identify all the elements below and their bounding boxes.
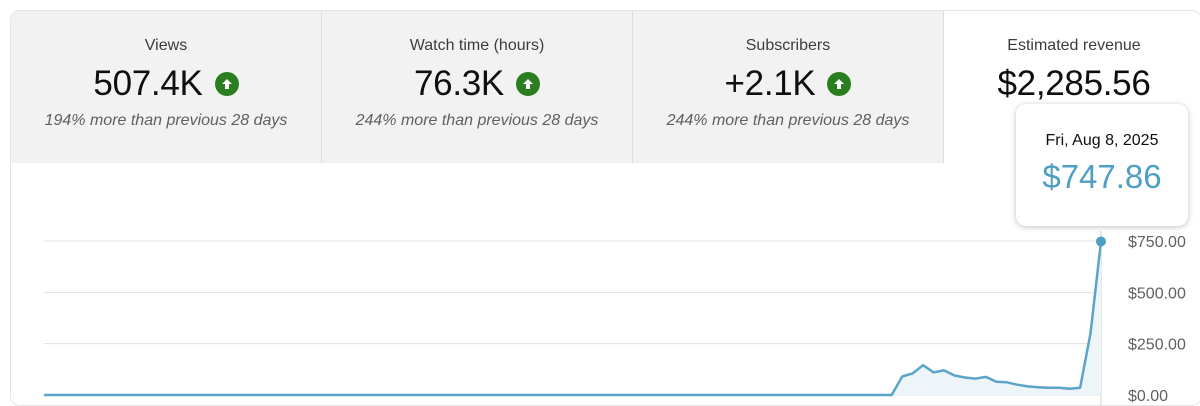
arrow-up-icon [827, 72, 852, 96]
y-tick-label: $250.00 [1128, 337, 1186, 354]
tooltip-value: $747.86 [1042, 158, 1162, 195]
analytics-panel: $0.00 $250.00 $500.00 $750.00 Views 507.4K … [10, 10, 1200, 406]
highlighted-point [1096, 236, 1106, 247]
y-tick-label: $750.00 [1128, 234, 1186, 251]
metric-comparison: 244% more than previous 28 days [355, 112, 599, 129]
metric-title: Subscribers [745, 37, 831, 54]
metric-value: +2.1K [724, 64, 816, 103]
metric-title: Watch time (hours) [409, 37, 545, 54]
arrow-up-icon [214, 72, 239, 96]
metric-cards: Views 507.4K 194% more than previous 28 … [11, 11, 1200, 163]
metric-value: 507.4K [93, 64, 203, 103]
metric-card-subscribers[interactable]: Subscribers +2.1K 244% more than previou… [633, 11, 944, 163]
metric-value: 76.3K [414, 64, 504, 103]
revenue-chart: $0.00 $250.00 $500.00 $750.00 [44, 231, 1186, 405]
metric-card-watch-time[interactable]: Watch time (hours) 76.3K 244% more than … [322, 11, 633, 163]
chart-tooltip: Fri, Aug 8, 2025 $747.86 [1016, 104, 1188, 226]
y-tick-label: $0.00 [1128, 388, 1168, 405]
y-tick-label: $500.00 [1128, 285, 1186, 302]
tooltip-date: Fri, Aug 8, 2025 [1045, 132, 1159, 149]
metric-comparison: 244% more than previous 28 days [666, 112, 910, 129]
arrow-up-icon [515, 72, 540, 96]
metric-value: $2,285.56 [997, 64, 1151, 103]
metric-title: Estimated revenue [1007, 37, 1141, 54]
metric-title: Views [144, 37, 188, 54]
metric-comparison: 194% more than previous 28 days [44, 112, 288, 129]
series-line [44, 241, 1103, 397]
metric-card-views[interactable]: Views 507.4K 194% more than previous 28 … [11, 11, 322, 163]
